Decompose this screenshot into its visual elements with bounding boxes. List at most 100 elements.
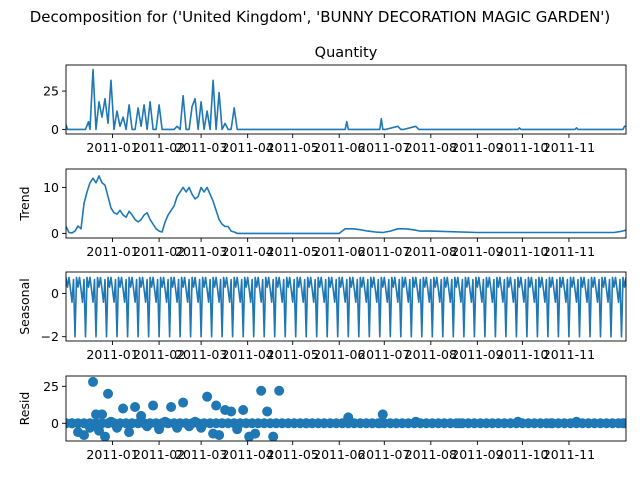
resid-xtick-label: 2011-03 xyxy=(175,447,227,462)
resid-point xyxy=(545,418,556,429)
resid-point xyxy=(250,428,261,439)
resid-point xyxy=(374,418,385,429)
resid-point xyxy=(136,410,147,421)
resid-xtick-label: 2011-02 xyxy=(133,447,185,462)
resid-point xyxy=(512,416,523,427)
resid-point xyxy=(301,418,312,429)
resid-ytick-label: 0 xyxy=(51,416,59,431)
resid-xtick-label: 2011-06 xyxy=(313,447,365,462)
resid-point xyxy=(100,431,111,441)
resid-panel: 0252011-012011-022011-032011-042011-0520… xyxy=(17,375,627,462)
resid-xtick-label: 2011-08 xyxy=(405,447,457,462)
trend-axes-frame xyxy=(65,168,627,239)
resid-point xyxy=(343,412,354,423)
quantity-ytick-label: 0 xyxy=(51,122,59,137)
quantity-title: Quantity xyxy=(315,45,378,61)
trend-ylabel: Trend xyxy=(17,186,32,221)
resid-point xyxy=(410,416,421,427)
resid-point xyxy=(148,400,159,411)
seasonal-ylabel: Seasonal xyxy=(17,278,32,335)
trend-xtick-label: 2011-02 xyxy=(133,244,185,259)
resid-point xyxy=(79,430,90,441)
resid-point xyxy=(97,409,108,420)
seasonal-xtick-label: 2011-08 xyxy=(405,347,457,362)
resid-point xyxy=(617,418,626,429)
seasonal-series-line xyxy=(66,276,626,338)
resid-xtick-label: 2011-05 xyxy=(267,447,319,462)
resid-point xyxy=(130,402,141,413)
trend-xtick-label: 2011-05 xyxy=(267,244,319,259)
resid-axes-frame xyxy=(65,375,627,442)
seasonal-xtick-label: 2011-04 xyxy=(222,347,274,362)
resid-point xyxy=(196,422,207,433)
quantity-data-area xyxy=(66,68,626,131)
trend-xtick-label: 2011-06 xyxy=(313,244,365,259)
trend-series-line xyxy=(66,175,626,235)
seasonal-xtick-label: 2011-09 xyxy=(451,347,503,362)
resid-point xyxy=(274,385,285,396)
resid-point xyxy=(160,416,171,427)
seasonal-data-area xyxy=(66,276,626,338)
seasonal-xtick-label: 2011-11 xyxy=(543,347,595,362)
trend-ytick-label: 10 xyxy=(43,180,59,195)
resid-point xyxy=(67,418,78,429)
quantity-xtick-label: 2011-09 xyxy=(451,140,503,155)
resid-point xyxy=(118,403,129,414)
resid-xtick-label: 2011-07 xyxy=(358,447,410,462)
trend-xtick-label: 2011-08 xyxy=(405,244,457,259)
quantity-xtick-label: 2011-03 xyxy=(175,140,227,155)
resid-point xyxy=(214,430,225,441)
trend-xtick-label: 2011-03 xyxy=(175,244,227,259)
resid-point xyxy=(112,422,123,433)
trend-xtick-label: 2011-10 xyxy=(496,244,548,259)
seasonal-xtick-label: 2011-05 xyxy=(267,347,319,362)
seasonal-xtick-label: 2011-01 xyxy=(86,347,138,362)
quantity-xtick-label: 2011-08 xyxy=(405,140,457,155)
quantity-xtick-label: 2011-07 xyxy=(358,140,410,155)
trend-panel: 0102011-012011-022011-032011-042011-0520… xyxy=(17,168,627,259)
figure-suptitle: Decomposition for ('United Kingdom', 'BU… xyxy=(30,8,611,26)
resid-point xyxy=(103,388,114,399)
resid-point xyxy=(154,424,165,435)
seasonal-xtick-label: 2011-03 xyxy=(175,347,227,362)
resid-ylabel: Resid xyxy=(17,392,32,426)
quantity-xtick-label: 2011-10 xyxy=(496,140,548,155)
trend-xtick-label: 2011-11 xyxy=(543,244,595,259)
resid-point xyxy=(88,376,99,387)
seasonal-ytick-label: −2 xyxy=(41,329,59,344)
resid-point xyxy=(268,431,279,441)
quantity-xtick-label: 2011-11 xyxy=(543,140,595,155)
seasonal-xtick-label: 2011-02 xyxy=(133,347,185,362)
resid-xtick-label: 2011-01 xyxy=(86,447,138,462)
resid-point xyxy=(202,391,213,402)
trend-xtick-label: 2011-04 xyxy=(222,244,274,259)
resid-xtick-label: 2011-04 xyxy=(222,447,274,462)
resid-point xyxy=(166,402,177,413)
trend-data-area xyxy=(66,175,626,235)
quantity-xtick-label: 2011-02 xyxy=(133,140,185,155)
resid-point xyxy=(571,416,582,427)
resid-point xyxy=(85,422,96,433)
resid-point xyxy=(142,421,153,432)
quantity-xtick-label: 2011-04 xyxy=(222,140,274,155)
resid-point xyxy=(178,397,189,408)
resid-point xyxy=(256,385,267,396)
quantity-xtick-label: 2011-05 xyxy=(267,140,319,155)
resid-point xyxy=(377,409,388,420)
resid-point xyxy=(172,422,183,433)
seasonal-xtick-label: 2011-06 xyxy=(313,347,365,362)
quantity-ytick-label: 25 xyxy=(43,84,59,99)
resid-point xyxy=(124,427,135,438)
quantity-xtick-label: 2011-06 xyxy=(313,140,365,155)
seasonal-panel: −202011-012011-022011-032011-042011-0520… xyxy=(17,271,627,362)
quantity-xtick-label: 2011-01 xyxy=(86,140,138,155)
resid-data-area xyxy=(66,376,626,441)
quantity-axes-frame xyxy=(65,64,627,135)
trend-xtick-label: 2011-01 xyxy=(86,244,138,259)
quantity-series-line xyxy=(66,68,626,131)
resid-point xyxy=(238,404,249,415)
resid-point xyxy=(211,400,222,411)
resid-point xyxy=(454,418,465,429)
resid-point xyxy=(232,424,243,435)
